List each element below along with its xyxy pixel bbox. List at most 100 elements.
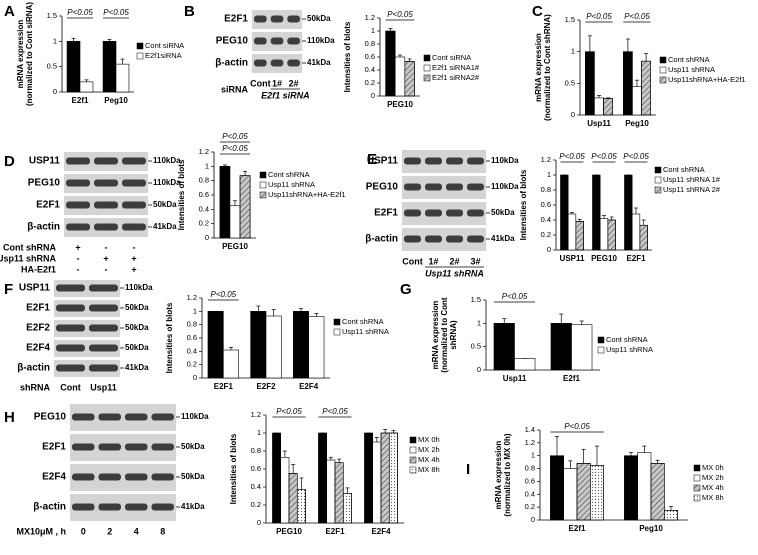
blot-band: [446, 183, 463, 191]
x-tick-label: E2F2: [256, 382, 276, 391]
blot-band: [151, 503, 174, 511]
bar: [585, 51, 595, 116]
lane-label: Cont: [250, 78, 271, 88]
y-tick-label: 0.2: [187, 360, 197, 369]
x-tick-label: E2F4: [299, 382, 319, 391]
lane-label: Cont: [60, 382, 81, 392]
bar-pattern: [388, 432, 398, 524]
bar: [207, 311, 224, 379]
x-tick-label: PEG10: [222, 242, 248, 251]
legend-label: Cont shRNA: [606, 335, 648, 344]
x-tick-label: E2F1: [214, 382, 234, 391]
bar: [79, 81, 94, 93]
blot-band: [270, 59, 284, 67]
y-tick-label: 1: [547, 170, 551, 179]
size-label: 50kDa: [125, 323, 149, 332]
blot-band: [425, 183, 442, 191]
bar: [550, 455, 564, 521]
p-value: P<0.05: [103, 8, 129, 17]
y-axis-label: (normalized to Cont siRNA): [25, 2, 34, 106]
blot-band: [66, 201, 90, 209]
legend-swatch: [597, 336, 605, 344]
treatment-mark: +: [131, 253, 136, 263]
legend-swatch: [597, 346, 605, 354]
x-tick-label: E2f1: [569, 524, 586, 533]
x-tick-label: PEG10: [276, 527, 302, 536]
p-value: P<0.05: [502, 292, 528, 301]
blot-background: [54, 300, 120, 317]
y-tick-label: 0.2: [199, 219, 209, 228]
bar: [219, 166, 231, 239]
protein-label: USP11: [19, 283, 51, 294]
y-axis-label: Intensities of blots: [177, 159, 186, 230]
y-tick-label: 0.4: [251, 482, 261, 491]
lane-label: 2: [107, 526, 112, 536]
lane-label: 2#: [449, 256, 459, 266]
treatment-mark: +: [75, 242, 80, 252]
y-tick-label: 0: [53, 87, 57, 96]
protein-label: β-actin: [215, 58, 248, 69]
lane-label: 2#: [289, 78, 299, 88]
bar: [66, 41, 81, 93]
p-value: P<0.05: [276, 407, 302, 416]
y-axis-label: (normalized to Cont: [440, 297, 449, 372]
panel-letter: D: [4, 153, 15, 170]
y-tick-label: 0.8: [251, 446, 261, 455]
bar: [594, 97, 604, 116]
y-tick-label: 0: [257, 518, 261, 527]
protein-label: PEG10: [28, 178, 61, 189]
bar-pattern: [664, 510, 678, 521]
legend-swatch: [693, 474, 701, 482]
bar: [265, 315, 282, 379]
legend-swatch: [409, 446, 417, 454]
legend-swatch: [333, 318, 341, 326]
p-value: P<0.05: [222, 144, 248, 153]
protein-label: E2F1: [36, 200, 60, 211]
legend-label: E2f1 siRNA2#: [432, 73, 480, 82]
y-tick-label: 1: [53, 36, 57, 45]
y-axis-label: mRNA expression: [534, 33, 543, 102]
blot-band: [66, 223, 90, 231]
panel-letter: H: [4, 409, 15, 426]
blot-background: [402, 176, 486, 199]
legend-label: Usp11 shRNA 2#: [663, 185, 721, 194]
size-label: 50kDa: [307, 14, 331, 23]
x-tick-label: Peg10: [639, 524, 663, 533]
y-tick-label: 1.2: [199, 147, 209, 156]
legend-pattern: [694, 485, 700, 491]
protein-label: β-actin: [27, 222, 60, 233]
blot-band: [125, 443, 148, 451]
y-tick-label: 1.2: [525, 438, 535, 447]
bar-pattern: [296, 489, 306, 524]
y-tick-label: 0.2: [541, 230, 551, 239]
y-tick-label: 0.6: [199, 190, 209, 199]
y-tick-label: 1.5: [471, 295, 481, 304]
blot-band: [89, 364, 118, 372]
size-label: 110kDa: [153, 178, 181, 187]
y-tick-label: 0: [477, 365, 481, 374]
blot-band: [89, 344, 118, 352]
blot-band: [56, 344, 85, 352]
lane-label: 1#: [272, 78, 282, 88]
x-tick-label: Usp11: [587, 119, 611, 128]
protein-label: E2F1: [224, 14, 248, 25]
blot-band: [122, 201, 146, 209]
blot-band: [72, 413, 95, 421]
blot-band: [122, 223, 146, 231]
blot-band: [89, 284, 118, 292]
bar-pattern: [576, 463, 591, 521]
protein-label: PEG10: [366, 182, 399, 193]
lane-label: 3#: [470, 256, 480, 266]
legend-pattern: [410, 457, 416, 463]
treatment-mark: -: [133, 242, 136, 252]
y-tick-label: 0.4: [187, 346, 197, 355]
y-tick-label: 0: [371, 91, 375, 100]
legend-swatch: [654, 166, 662, 174]
size-label: 41kDa: [307, 58, 331, 67]
y-tick-label: 1: [257, 428, 261, 437]
blot-band: [94, 179, 118, 187]
blot-band: [72, 473, 95, 481]
legend-label: MX 2h: [418, 445, 440, 454]
treatment-mark: +: [131, 264, 136, 274]
